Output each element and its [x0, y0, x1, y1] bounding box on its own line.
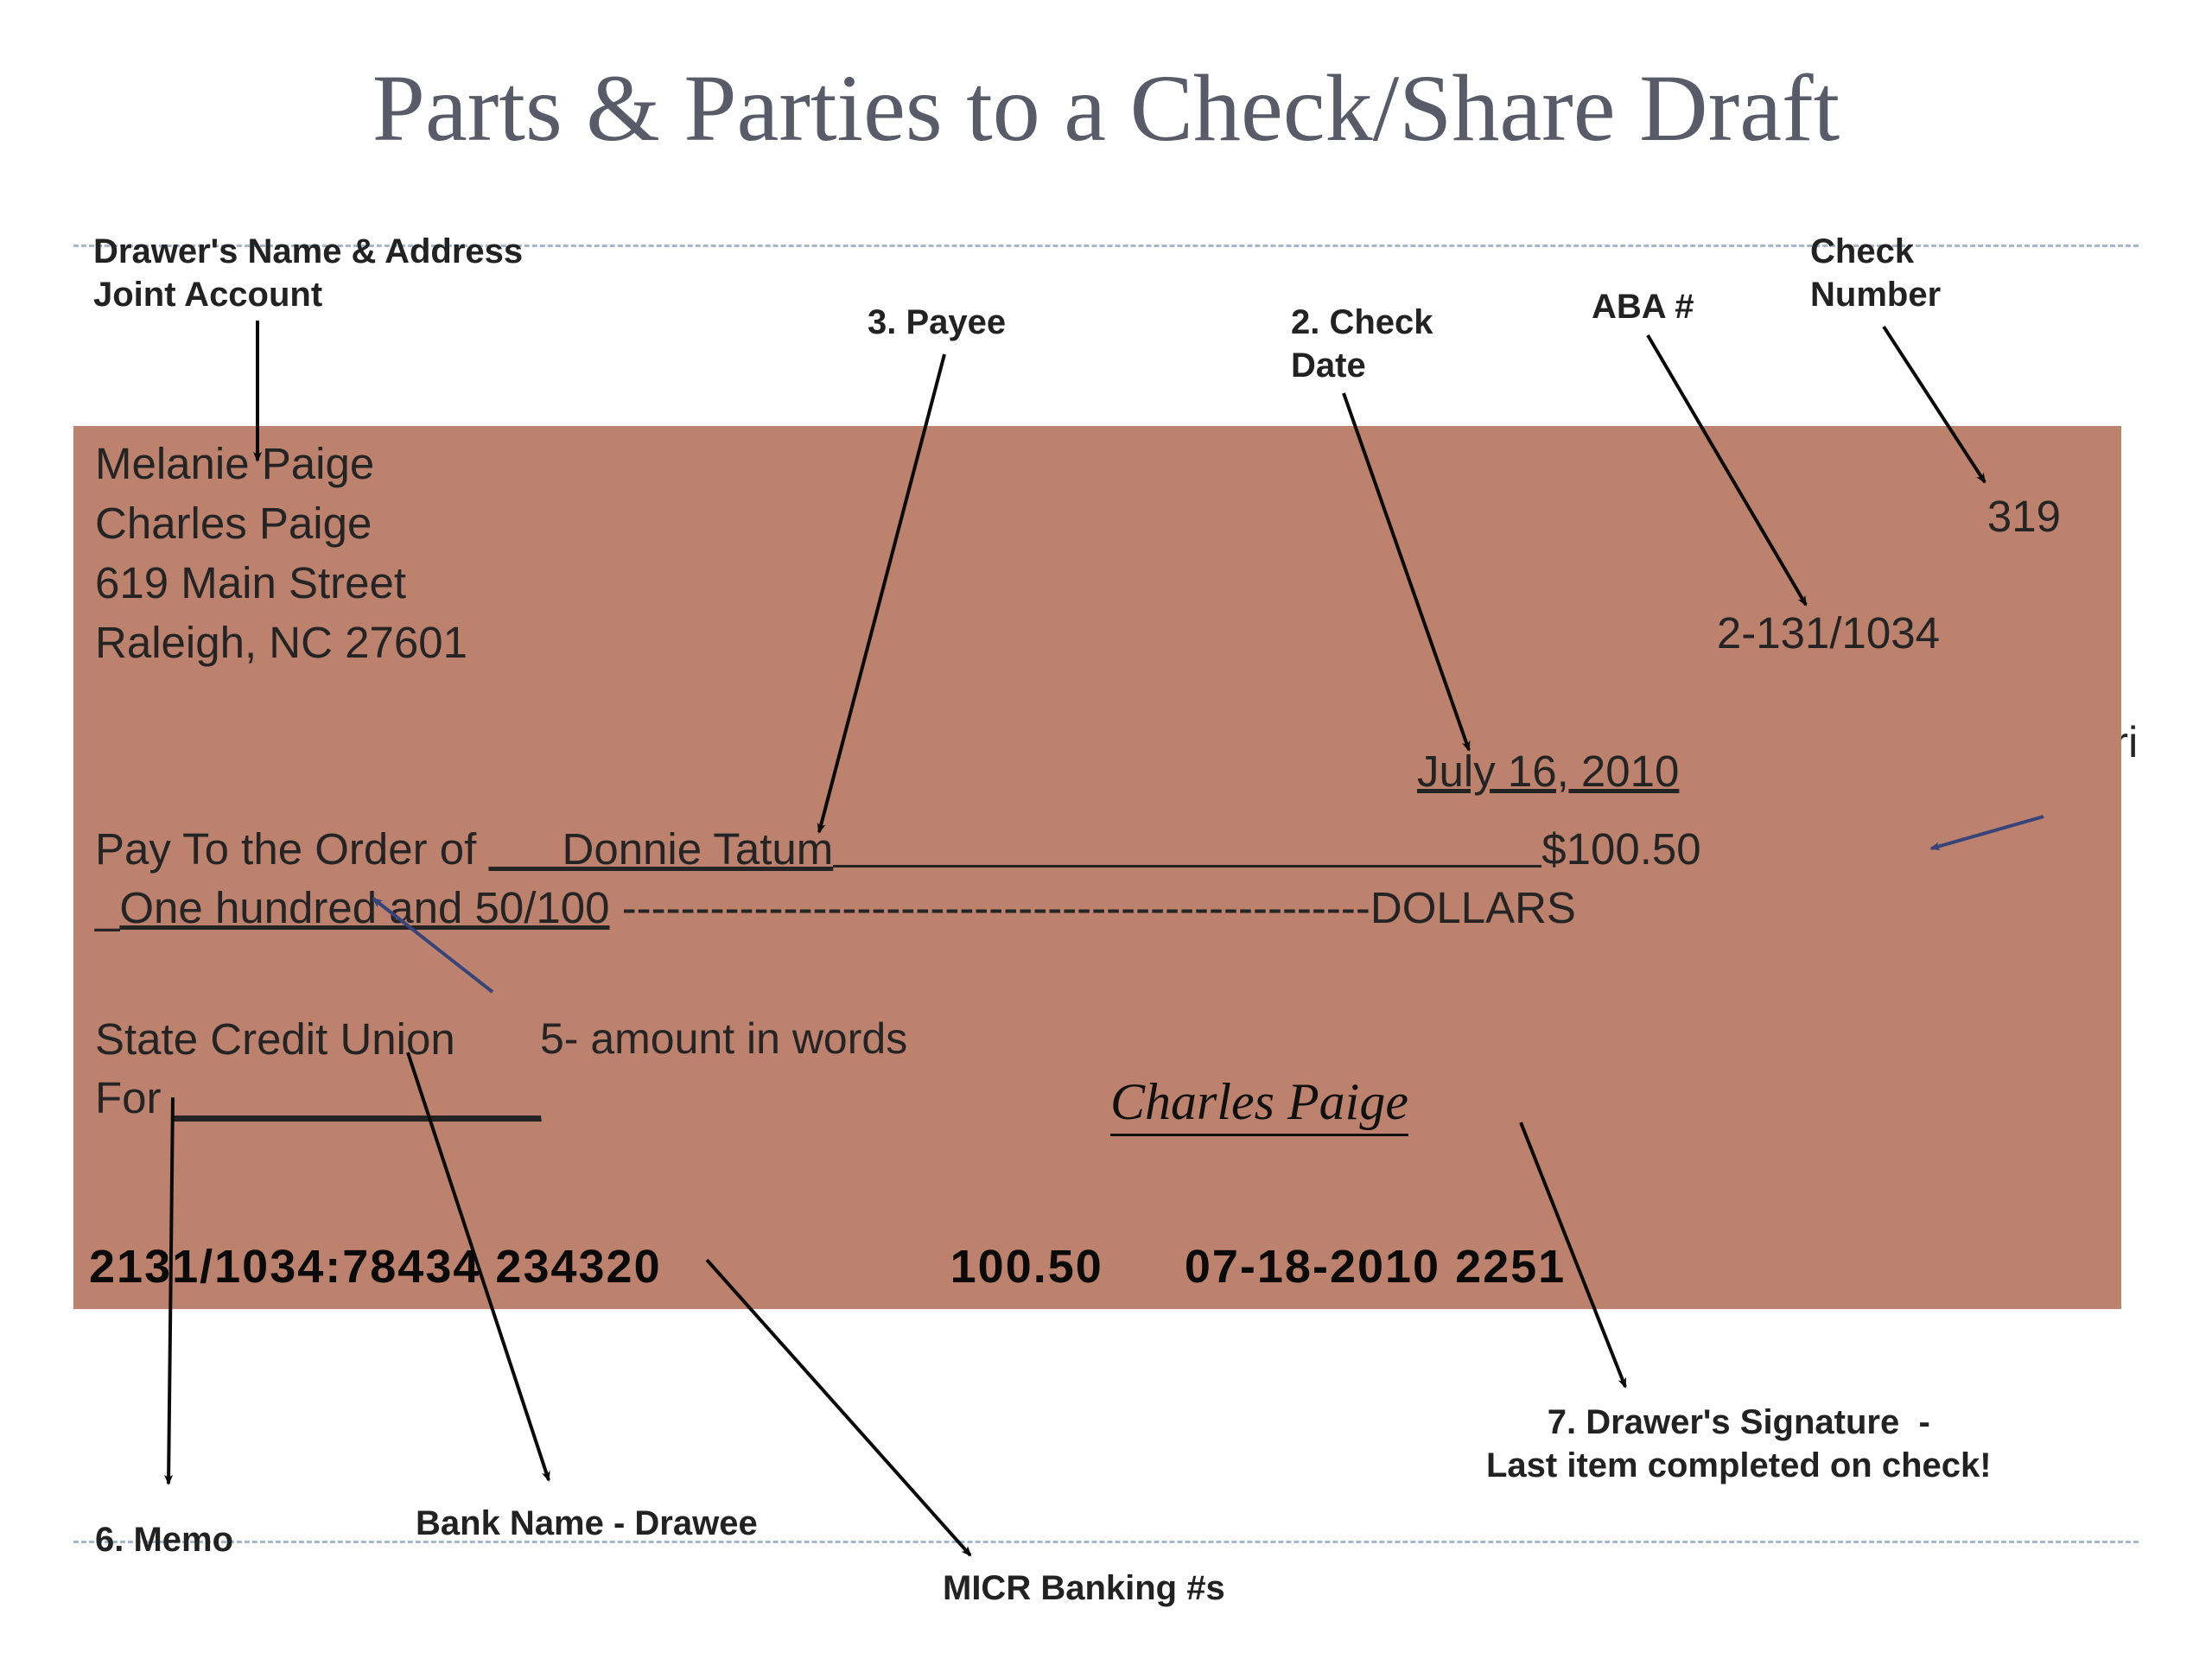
for-prefix: For: [95, 1073, 174, 1122]
label-bank-name-drawee: Bank Name - Drawee: [416, 1502, 758, 1545]
micr-line: 2131/1034:78434 234320 100.50 07-18-2010…: [89, 1240, 2102, 1294]
label-aba: ABA #: [1592, 285, 1694, 328]
dashed-line-bottom: [73, 1541, 2139, 1543]
payee-name: Donnie Tatum: [563, 824, 834, 874]
amount-in-words: One hundred and 50/100: [119, 883, 609, 932]
slide-title: Parts & Parties to a Check/Share Draft: [0, 54, 2212, 163]
amount-in-words-line: _One hundred and 50/100 ----------------…: [95, 882, 2100, 933]
drawer-name-1: Melanie Paige: [95, 435, 467, 494]
label-payee: 3. Payee: [868, 301, 1006, 344]
label-drawer-name-address: Drawer's Name & Address Joint Account: [93, 230, 523, 316]
signature-text: Charles Paige: [1110, 1072, 1408, 1136]
for-blank: _______________: [174, 1073, 541, 1122]
dollars-word: DOLLARS: [1370, 883, 1576, 932]
amount-numeric: $100.50: [1541, 824, 1700, 874]
label-amount-in-words: 5- amount in words: [540, 1014, 907, 1064]
bank-name: State Credit Union: [95, 1014, 455, 1065]
words-lead-underscore: _: [95, 883, 119, 932]
check-number-value: 319: [1987, 491, 2061, 542]
label-memo: 6. Memo: [95, 1518, 233, 1561]
drawer-address-block: Melanie Paige Charles Paige 619 Main Str…: [95, 435, 467, 672]
check-date-value: July 16, 2010: [1417, 746, 1679, 797]
micr-mid: 100.50: [950, 1241, 1103, 1293]
check-body: Melanie Paige Charles Paige 619 Main Str…: [73, 426, 2121, 1309]
drawer-citystate: Raleigh, NC 27601: [95, 613, 467, 673]
slide-root: Parts & Parties to a Check/Share Draft D…: [0, 0, 2212, 1659]
pay-prefix: Pay To the Order of: [95, 824, 488, 874]
drawer-name-2: Charles Paige: [95, 494, 467, 554]
memo-for-line: For _______________: [95, 1072, 541, 1123]
label-drawer-signature: 7. Drawer's Signature - Last item comple…: [1486, 1401, 1992, 1487]
label-check-number: Check Number: [1810, 230, 1941, 316]
micr-right: 07-18-2010 2251: [1185, 1241, 1566, 1293]
pay-to-order-line: Pay To the Order of Donnie Tatum $100.50: [95, 823, 2100, 874]
drawer-street: 619 Main Street: [95, 554, 467, 613]
aba-value: 2-131/1034: [1717, 607, 1940, 658]
micr-left: 2131/1034:78434 234320: [89, 1241, 662, 1293]
label-micr: MICR Banking #s: [943, 1567, 1225, 1610]
words-dashes: ----------------------------------------…: [610, 883, 1370, 932]
label-check-date: 2. Check Date: [1291, 301, 1433, 387]
